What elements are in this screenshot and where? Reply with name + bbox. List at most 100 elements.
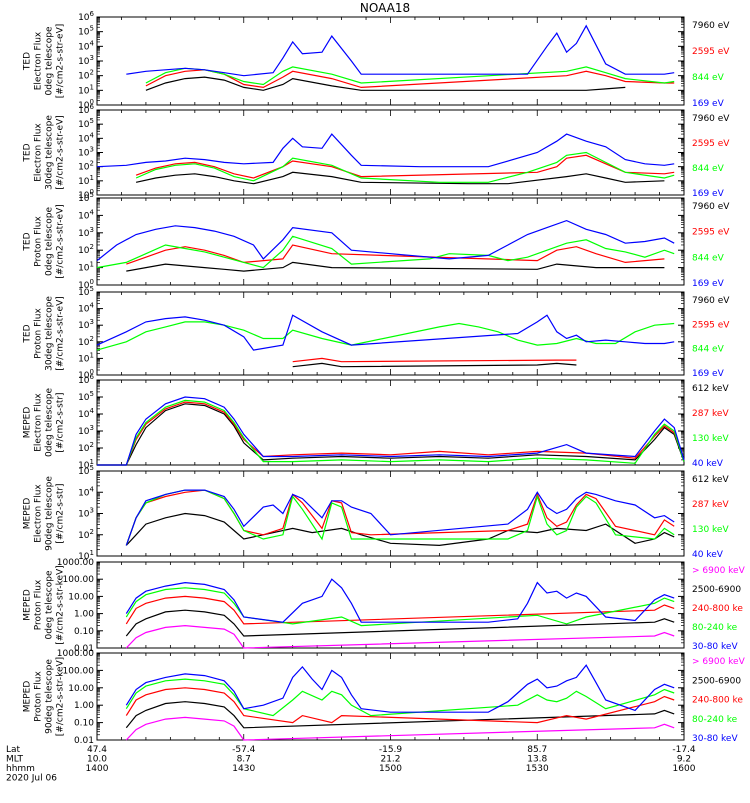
- series-30-80-kev: [125, 664, 675, 713]
- y-tick-label: 100.00: [63, 666, 95, 676]
- series-2595-ev: [145, 69, 675, 89]
- y-tick-label: 103: [78, 507, 94, 520]
- y-tick-label: 103: [78, 226, 94, 239]
- series-2595-ev: [292, 357, 577, 363]
- y-tick-label: 102: [78, 69, 94, 82]
- series-169-ev: [96, 219, 675, 262]
- y-tick-label: 104: [78, 131, 94, 144]
- y-tick-label: 103: [78, 54, 94, 67]
- y-tick-label: 104: [78, 208, 94, 221]
- y-tick-exponent: 3: [90, 226, 94, 234]
- panel-meped-p-90: 0.01 0.10 1.00 10.00 100.00 1000.00 MEPED Proto…: [23, 649, 746, 746]
- y-tick-exponent: 3: [90, 318, 94, 326]
- legend-entry: 2500-6900: [692, 676, 741, 686]
- y-tick-exponent: 6: [90, 10, 95, 18]
- series-2595-ev: [126, 244, 665, 265]
- series-2500-6900: [125, 701, 675, 729]
- legend-entry: 7960 eV: [692, 296, 730, 306]
- series-287-kev: [97, 401, 685, 466]
- y-tick-label: 104: [78, 485, 94, 498]
- figure-title: NOAA18: [360, 1, 410, 15]
- legend-entry: 2595 eV: [692, 228, 730, 238]
- legend-entry: 287 keV: [692, 500, 729, 510]
- y-tick-exponent: 3: [90, 507, 94, 515]
- y-tick-exponent: 4: [90, 407, 95, 415]
- y-axis-label-line: 0deg telescope: [45, 388, 55, 458]
- y-tick-label: 10.00: [68, 684, 94, 694]
- y-axis-label-line: MEPED: [23, 681, 33, 713]
- y-tick-exponent: 2: [90, 160, 94, 168]
- legend-entry: 30-80 keV: [692, 642, 738, 652]
- y-tick-label: 103: [78, 146, 94, 159]
- y-tick-exponent: 6: [90, 373, 95, 381]
- y-tick-label: 102: [78, 335, 94, 348]
- y-tick-exponent: 2: [90, 243, 94, 251]
- panel-frame: [96, 561, 685, 649]
- y-tick-exponent: 2: [90, 69, 94, 77]
- x-tick-value: -17.4: [672, 745, 696, 755]
- legend-entry: 2595 eV: [692, 320, 730, 330]
- legend-entry: > 6900 keV: [692, 657, 746, 667]
- panel-frame: [96, 291, 685, 376]
- legend-entry: 844 eV: [692, 73, 725, 83]
- y-tick-label: 1000.00: [57, 558, 94, 568]
- series-7960-ev: [126, 261, 665, 272]
- panel-frame: [96, 652, 685, 741]
- y-tick-exponent: 1: [90, 83, 94, 91]
- legend-entry: 30-80 keV: [692, 734, 738, 744]
- y-axis-label-line: TED: [23, 52, 33, 71]
- legend-entry: 130 keV: [692, 525, 729, 535]
- series-169-ev: [96, 133, 675, 168]
- legend-entry: 7960 eV: [692, 114, 730, 124]
- panel-frame: [96, 197, 685, 286]
- y-axis-label-line: [#/cm2-s-str-eV]: [56, 115, 66, 190]
- legend-entry: 844 eV: [692, 253, 725, 263]
- legend-entry: 80-240 ke: [692, 623, 738, 633]
- legend-entry: 2500-6900: [692, 585, 741, 595]
- y-axis-label-line: 30deg telescope: [45, 296, 55, 371]
- series--6900-kev: [125, 716, 675, 741]
- y-tick-exponent: 1: [90, 174, 94, 182]
- y-tick-label: 105: [78, 117, 94, 130]
- y-tick-label: 100.00: [63, 575, 95, 585]
- series-80-240-kev: [125, 587, 675, 627]
- y-axis-label-line: 0deg telescope: [45, 570, 55, 640]
- series-7960-ev: [135, 171, 665, 185]
- x-row-label: hhmm: [6, 764, 35, 774]
- y-axis-label-line: 0deg telescope: [45, 26, 55, 96]
- series-30-80-kev: [125, 578, 675, 623]
- series--6900-kev: [125, 624, 675, 649]
- series-40-kev: [125, 489, 675, 546]
- y-axis-label-line: Electron Flux: [34, 484, 44, 543]
- y-tick-exponent: 5: [90, 285, 94, 293]
- y-tick-exponent: 4: [90, 131, 95, 139]
- legend-entry: 130 keV: [692, 434, 729, 444]
- y-axis-label-line: Electron Flux: [34, 123, 44, 182]
- legend-entry: 40 keV: [692, 459, 724, 469]
- legend-entry: 169 eV: [692, 189, 725, 199]
- x-row-label: MLT: [6, 755, 24, 765]
- y-tick-exponent: 5: [90, 390, 94, 398]
- panel-meped-p-0: 0.01 0.10 1.00 10.00 100.00 1000.00 MEPED Proto…: [23, 558, 746, 654]
- y-tick-label: 101: [78, 351, 94, 364]
- y-axis-label-line: [#/cm2-s-str-keV]: [56, 565, 66, 644]
- y-tick-label: 1.00: [74, 610, 94, 620]
- y-tick-exponent: 4: [90, 39, 95, 47]
- y-axis-label-line: 90deg telescope: [45, 476, 55, 551]
- y-tick-label: 10.00: [68, 592, 94, 602]
- y-tick-exponent: 5: [90, 191, 94, 199]
- y-tick-exponent: 2: [90, 335, 94, 343]
- x-row-label: Lat: [6, 745, 21, 755]
- y-tick-exponent: 3: [90, 54, 94, 62]
- legend-entry: 169 eV: [692, 99, 725, 109]
- y-axis-label-line: [#/cm2-s-str]: [56, 392, 66, 452]
- y-axis-label-line: Electron Flux: [34, 31, 44, 90]
- series-7960-ev: [292, 362, 577, 368]
- series-130-kev: [97, 399, 685, 466]
- legend-entry: 2595 eV: [692, 47, 730, 57]
- y-tick-label: 106: [78, 10, 94, 23]
- x-tick-value: 47.4: [87, 745, 107, 755]
- series-844-ev: [96, 321, 675, 351]
